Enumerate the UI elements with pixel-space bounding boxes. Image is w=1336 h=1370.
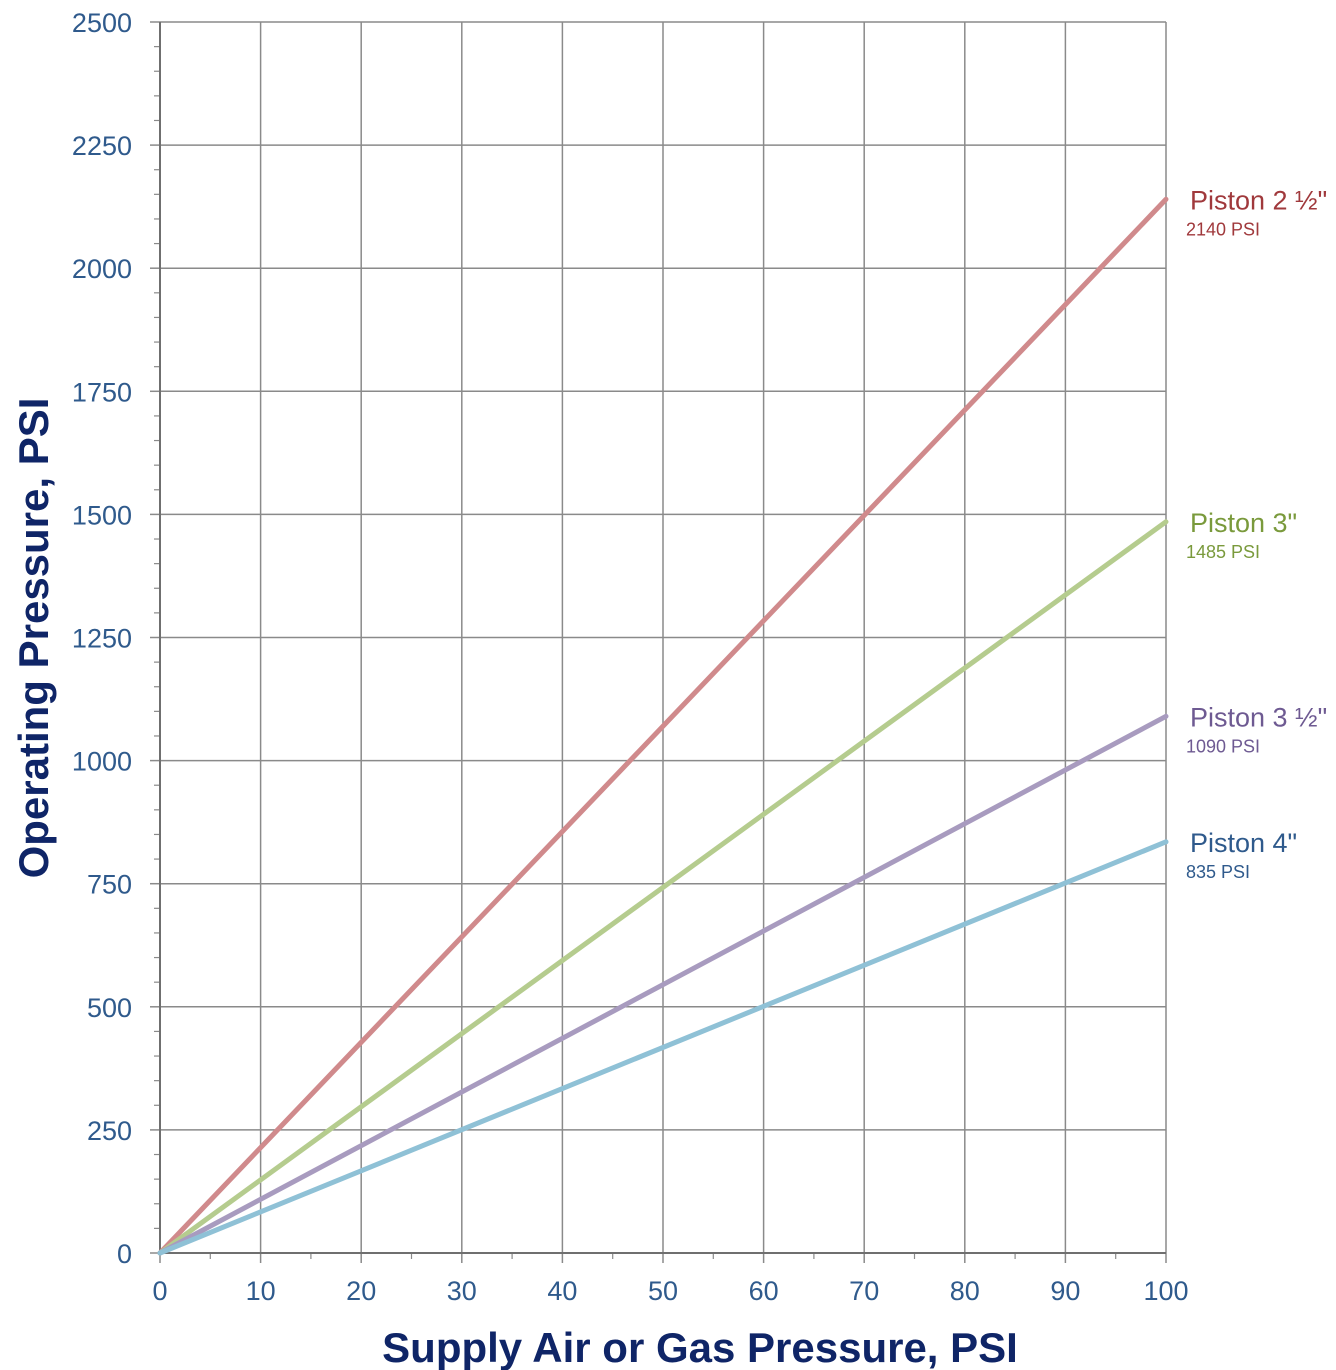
series-name-label: Piston 3" <box>1190 508 1297 538</box>
x-tick-label: 20 <box>346 1276 376 1306</box>
chart-axes <box>150 21 1167 1263</box>
y-tick-label: 2250 <box>72 131 132 161</box>
series-end-value-label: 1485 PSI <box>1186 542 1260 562</box>
series-line <box>157 519 1169 1256</box>
chart-tick-labels: 0 10 20 30 40 50 60 70 80 90 100025050075010001250… <box>72 8 1189 1306</box>
x-axis-title: Supply Air or Gas Pressure, PSI <box>382 1324 1018 1370</box>
x-tick-label: 60 <box>749 1276 779 1306</box>
y-tick-label: 250 <box>87 1116 132 1146</box>
series-name-label: Piston 2 ½" <box>1190 185 1327 215</box>
series-line <box>157 839 1169 1256</box>
series-name-label: Piston 4" <box>1190 828 1297 858</box>
x-tick-label: 40 <box>547 1276 577 1306</box>
series-end-value-label: 835 PSI <box>1186 862 1250 882</box>
series-end-value-label: 1090 PSI <box>1186 736 1260 756</box>
series-name-label: Piston 3 ½" <box>1190 702 1327 732</box>
y-tick-label: 2500 <box>72 8 132 38</box>
series-end-value-label: 2140 PSI <box>1186 219 1260 239</box>
y-tick-label: 0 <box>117 1239 132 1269</box>
y-tick-label: 750 <box>87 870 132 900</box>
x-tick-label: 0 <box>152 1276 167 1306</box>
x-tick-label: 70 <box>849 1276 879 1306</box>
y-tick-label: 500 <box>87 993 132 1023</box>
chart-series <box>157 196 1169 1256</box>
x-tick-label: 100 <box>1143 1276 1188 1306</box>
y-tick-label: 1000 <box>72 747 132 777</box>
x-tick-label: 80 <box>950 1276 980 1306</box>
y-tick-label: 1750 <box>72 377 132 407</box>
x-tick-label: 90 <box>1050 1276 1080 1306</box>
y-tick-label: 2000 <box>72 254 132 284</box>
y-tick-label: 1250 <box>72 624 132 654</box>
y-axis-title: Operating Pressure, PSI <box>10 398 57 879</box>
x-tick-label: 50 <box>648 1276 678 1306</box>
chart-grid <box>160 21 1167 1253</box>
x-tick-label: 10 <box>246 1276 276 1306</box>
chart-series-labels: Piston 2 ½" 2140 PSI Piston 3" 1485 PSI Pist… <box>1186 185 1327 882</box>
x-tick-label: 30 <box>447 1276 477 1306</box>
y-tick-label: 1500 <box>72 500 132 530</box>
series-line <box>157 196 1169 1256</box>
series-line <box>157 713 1169 1256</box>
